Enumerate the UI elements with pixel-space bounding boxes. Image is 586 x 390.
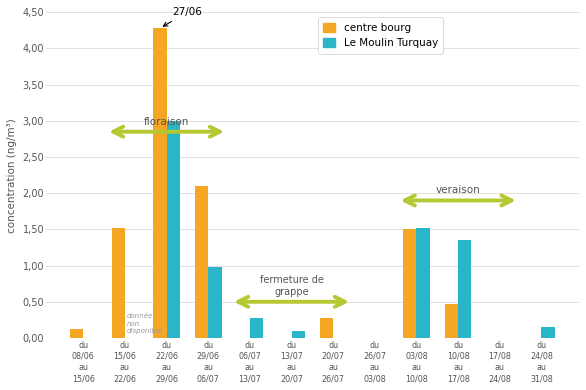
Bar [320, 318, 333, 338]
Bar [70, 329, 83, 338]
Bar [250, 318, 263, 338]
Bar [417, 228, 430, 338]
Bar [445, 304, 458, 338]
Bar [166, 121, 180, 338]
Bar [195, 186, 208, 338]
Bar [541, 327, 555, 338]
Bar [458, 240, 472, 338]
Y-axis label: concentration (ng/m³): concentration (ng/m³) [7, 118, 17, 232]
Text: donnée
non
disponible: donnée non disponible [127, 313, 163, 334]
Text: floraison: floraison [144, 117, 189, 127]
Text: 27/06: 27/06 [163, 7, 202, 26]
Bar [403, 229, 417, 338]
Legend: centre bourg, Le Moulin Turquay: centre bourg, Le Moulin Turquay [318, 18, 443, 53]
Bar [291, 331, 305, 338]
Bar [111, 228, 125, 338]
Text: fermeture de
grappe: fermeture de grappe [260, 275, 323, 298]
Bar [208, 267, 222, 338]
Text: veraison: veraison [436, 185, 481, 195]
Bar [153, 28, 166, 338]
